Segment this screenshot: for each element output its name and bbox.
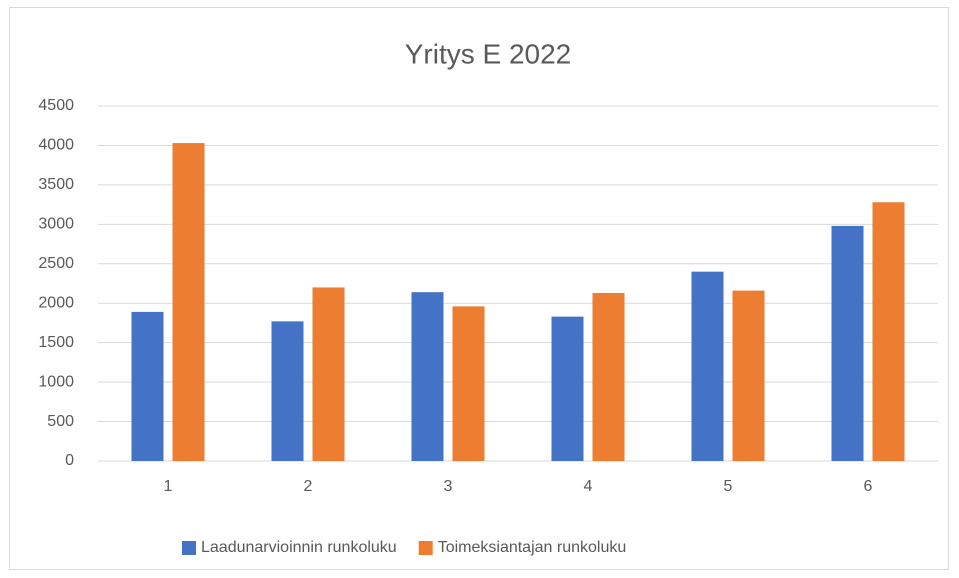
y-tick-label: 3000 — [38, 216, 74, 233]
chart-frame — [9, 7, 949, 570]
x-tick-label: 6 — [864, 478, 873, 495]
y-tick-label: 4000 — [38, 137, 74, 154]
y-tick-label: 0 — [65, 452, 74, 469]
y-tick-label: 4500 — [38, 97, 74, 114]
bar — [131, 311, 164, 461]
bar — [172, 143, 205, 462]
bar — [592, 292, 625, 461]
y-tick-label: 1000 — [38, 373, 74, 390]
y-tick-label: 500 — [47, 413, 74, 430]
y-tick-label: 3500 — [38, 176, 74, 193]
bar — [551, 316, 584, 461]
y-tick-label: 2000 — [38, 294, 74, 311]
chart-title: Yritys E 2022 — [405, 38, 572, 69]
bar — [411, 292, 444, 461]
x-tick-label: 1 — [164, 478, 173, 495]
bar — [872, 202, 905, 461]
y-tick-label: 2500 — [38, 255, 74, 272]
bar — [691, 271, 724, 461]
bar — [831, 225, 864, 461]
legend-swatch — [418, 541, 433, 555]
x-tick-label: 2 — [304, 478, 313, 495]
legend-swatch — [182, 541, 196, 555]
x-tick-label: 3 — [444, 478, 453, 495]
y-tick-label: 1500 — [38, 334, 74, 351]
legend-label: Toimeksiantajan runkoluku — [438, 539, 627, 556]
x-tick-label: 5 — [724, 478, 733, 495]
legend-label: Laadunarvioinnin runkoluku — [201, 539, 397, 556]
bar — [271, 321, 304, 461]
x-tick-label: 4 — [584, 478, 593, 495]
bar — [732, 290, 765, 461]
bar — [312, 287, 345, 461]
bar — [452, 306, 485, 461]
